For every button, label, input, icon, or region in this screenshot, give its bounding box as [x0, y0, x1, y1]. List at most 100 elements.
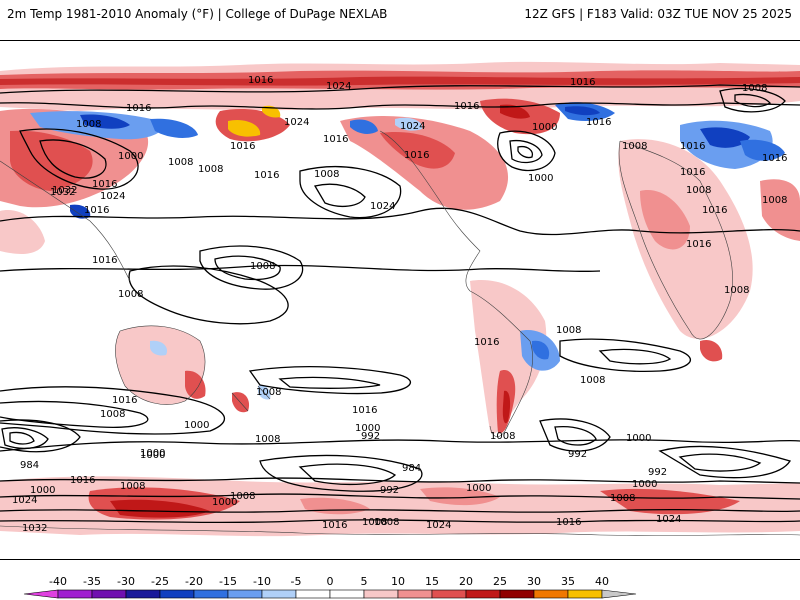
- contour-label: 1008: [120, 481, 145, 492]
- contour-label: 1008: [686, 185, 711, 196]
- contour-label: 1008: [314, 169, 339, 180]
- color-scale-canvas: -40 -35 -30 -25 -20 -15 -10 -5 0 5 10 15 20 25 30 35 40: [23, 575, 637, 599]
- contour-label: 1008: [100, 409, 125, 420]
- color-scale-swatch: [57, 589, 93, 599]
- contour-label: 1032: [52, 185, 77, 196]
- contour-label: 1008: [198, 164, 223, 175]
- contour-label: 1008: [724, 285, 749, 296]
- contour-label: 1024: [12, 495, 37, 506]
- color-scale-swatch: [499, 589, 535, 599]
- color-scale-label: -15: [219, 575, 237, 588]
- contour-label: 984: [402, 463, 421, 474]
- contour-label: 1016: [352, 405, 377, 416]
- contour-label: 1000: [30, 485, 55, 496]
- contour-label: 1016: [322, 520, 347, 531]
- contour-label: 1024: [284, 117, 309, 128]
- contour-label: 992: [568, 449, 587, 460]
- map-bottom-border: [0, 559, 800, 560]
- contour-label: 1008: [256, 387, 281, 398]
- color-scale-label: 15: [425, 575, 439, 588]
- color-scale-label: -35: [83, 575, 101, 588]
- color-scale-swatch: [159, 589, 195, 599]
- contour-label: 1000: [528, 173, 553, 184]
- contour-label: 1008: [168, 157, 193, 168]
- color-scale-swatch: [227, 589, 263, 599]
- contour-label: 1000: [355, 423, 380, 434]
- contour-label: 1032: [50, 187, 75, 198]
- contour-label: 1024: [656, 514, 681, 525]
- contour-label: 1000: [466, 483, 491, 494]
- contour-label: 1008: [556, 325, 581, 336]
- color-scale-label: 10: [391, 575, 405, 588]
- contour-label: 992: [361, 431, 380, 442]
- color-scale-swatch: [465, 589, 501, 599]
- contour-label: 1008: [622, 141, 647, 152]
- contour-label: 1016: [92, 255, 117, 266]
- contour-label: 1016: [112, 395, 137, 406]
- contour-label: 1000: [532, 122, 557, 133]
- color-scale-swatch: [397, 589, 433, 599]
- contour-label: 1016: [254, 170, 279, 181]
- color-scale-swatch: [261, 589, 297, 599]
- contour-label: 1016: [454, 101, 479, 112]
- contour-label: 1016: [680, 141, 705, 152]
- contour-label: 1016: [92, 179, 117, 190]
- color-scale-label: 0: [327, 575, 334, 588]
- map-canvas: 1016 1024 1016 1008 1032 1016 1008 1000 …: [0, 41, 800, 559]
- contour-label: 1008: [362, 517, 387, 528]
- contour-label: 1016: [404, 150, 429, 161]
- contour-label: 1024: [100, 191, 125, 202]
- color-scale-label: 30: [527, 575, 541, 588]
- contour-label: 1008: [610, 493, 635, 504]
- map-title: 2m Temp 1981-2010 Anomaly (°F) | College…: [7, 7, 388, 21]
- color-scale-swatch: [533, 589, 569, 599]
- color-scale-label: -40: [49, 575, 67, 588]
- contour-label: 1008: [580, 375, 605, 386]
- contour-label: 1008: [255, 434, 280, 445]
- contour-label: 1016: [474, 337, 499, 348]
- color-scale-label: -25: [151, 575, 169, 588]
- color-scale-label: -30: [117, 575, 135, 588]
- contour-label: 1016: [70, 475, 95, 486]
- contour-label: 1008: [374, 517, 399, 528]
- contour-label: 1008: [118, 289, 143, 300]
- color-scale-label: 35: [561, 575, 575, 588]
- contour-label: 1016: [702, 205, 727, 216]
- contour-label: 1008: [490, 431, 515, 442]
- color-scale-swatch: [193, 589, 229, 599]
- color-scale-swatches: [23, 589, 637, 599]
- contour-label: 1016: [230, 141, 255, 152]
- contour-label: 1000: [118, 151, 143, 162]
- contour-label: 1008: [250, 261, 275, 272]
- contour-label: 1000: [632, 479, 657, 490]
- contour-label: 1000: [184, 420, 209, 431]
- contour-label: 1016: [570, 77, 595, 88]
- color-scale-swatch: [329, 589, 365, 599]
- contour-label: 1016: [762, 153, 787, 164]
- contour-label: 1016: [84, 205, 109, 216]
- header-bar: 2m Temp 1981-2010 Anomaly (°F) | College…: [0, 0, 800, 41]
- contour-label: 1016: [248, 75, 273, 86]
- contour-label: 1024: [326, 81, 351, 92]
- color-scale-bar: -40 -35 -30 -25 -20 -15 -10 -5 0 5 10 15 20 25 30 35 40: [0, 574, 800, 600]
- contour-label: 1024: [370, 201, 395, 212]
- contour-label: 1016: [686, 239, 711, 250]
- color-scale-swatch: [431, 589, 467, 599]
- contour-label: 1000: [626, 433, 651, 444]
- color-scale-swatch: [91, 589, 127, 599]
- contour-label: 1008: [762, 195, 787, 206]
- color-scale-swatch: [567, 589, 603, 599]
- contour-label: 1024: [400, 121, 425, 132]
- contour-label: 1016: [323, 134, 348, 145]
- color-scale-swatch: [363, 589, 399, 599]
- contour-label: 1016: [556, 517, 581, 528]
- color-scale-swatch: [295, 589, 331, 599]
- coastlines: [0, 130, 800, 536]
- color-scale-label: 5: [361, 575, 368, 588]
- color-scale-label: 40: [595, 575, 609, 588]
- contour-label: 1032: [22, 523, 47, 534]
- color-scale-label: -10: [253, 575, 271, 588]
- color-scale-label: 25: [493, 575, 507, 588]
- contour-label: 1016: [586, 117, 611, 128]
- color-scale-label: -20: [185, 575, 203, 588]
